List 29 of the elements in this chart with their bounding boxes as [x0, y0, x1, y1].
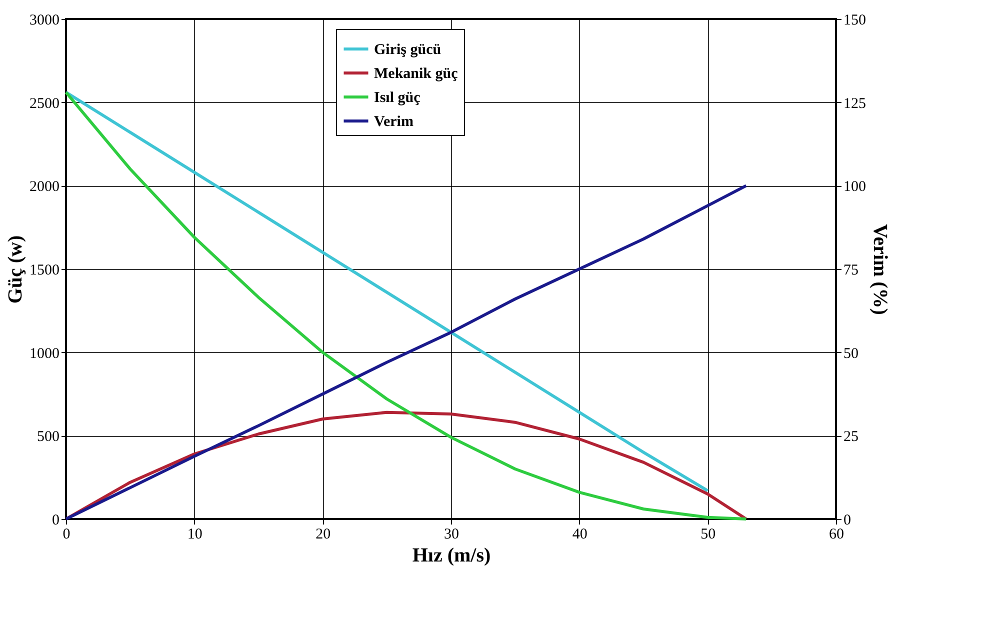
y-axis-title: Güç (w) — [4, 235, 26, 304]
y2-tick-label: 125 — [844, 96, 866, 112]
x-tick-label: 40 — [572, 526, 588, 542]
y-tick-label: 1000 — [30, 346, 60, 362]
y2-tick-label: 0 — [844, 512, 851, 528]
x-tick-label: 30 — [444, 526, 459, 542]
x-tick-label: 10 — [187, 526, 202, 542]
y2-tick-label: 75 — [844, 262, 858, 278]
y-tick-label: 2000 — [30, 179, 60, 196]
legend-label: Mekanik güç — [374, 66, 458, 82]
y2-axis-title: Verim (%) — [869, 224, 891, 315]
x-tick-label: 20 — [316, 526, 331, 542]
y-tick-label: 0 — [52, 512, 60, 528]
legend-label: Verim — [374, 114, 414, 130]
y-tick-label: 3000 — [30, 12, 60, 28]
y-tick-label: 2500 — [30, 96, 60, 112]
y-tick-label: 1500 — [30, 262, 60, 278]
y2-tick-label: 25 — [844, 429, 858, 446]
x-tick-label: 60 — [829, 526, 844, 542]
y-tick-label: 500 — [37, 429, 60, 446]
line-series — [64, 184, 748, 520]
y2-tick-label: 150 — [844, 12, 866, 28]
legend-label: Isıl güç — [374, 90, 421, 106]
x-tick-label: 50 — [700, 526, 716, 542]
x-tick-label: 0 — [62, 526, 70, 542]
legend-label: Giriş gücü — [374, 42, 442, 58]
y2-tick-label: 100 — [844, 179, 866, 196]
x-axis-title: Hız (m/s) — [412, 544, 491, 566]
y2-tick-label: 50 — [844, 346, 858, 362]
